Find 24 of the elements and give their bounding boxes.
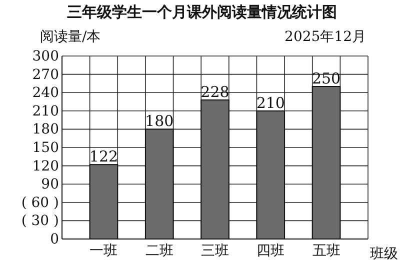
y-tick-label: 240 [32, 85, 59, 102]
y-tick-label: 0 [50, 231, 59, 248]
y-tick-label: 270 [32, 66, 59, 83]
y-tick-label: ( 30 ) [21, 213, 59, 230]
y-axis-title: 阅读量/本 [40, 29, 101, 45]
y-tick-label: 120 [32, 158, 59, 174]
y-tick-label: ( 60 ) [21, 194, 59, 211]
data-label: 122 [89, 148, 118, 166]
chart-subtitle: 2025年12月 [284, 29, 366, 45]
x-axis-title: 班级 [370, 246, 398, 262]
data-label: 180 [145, 112, 174, 130]
y-tick-label: 150 [32, 140, 59, 156]
data-label: 210 [256, 94, 285, 112]
x-tick-label: 五班 [312, 242, 340, 259]
x-tick-label: 四班 [256, 242, 285, 259]
y-tick-label: 210 [32, 103, 59, 120]
x-tick-label: 一班 [90, 242, 118, 259]
x-tick-label: 三班 [201, 242, 229, 259]
y-tick-label: 180 [32, 122, 59, 138]
y-tick-label: 300 [32, 48, 59, 64]
data-label: 250 [312, 70, 341, 88]
y-tick-label: 90 [41, 176, 59, 193]
x-tick-label: 二班 [145, 242, 174, 259]
chart-title: 三年级学生一个月课外阅读量情况统计图 [67, 3, 337, 21]
